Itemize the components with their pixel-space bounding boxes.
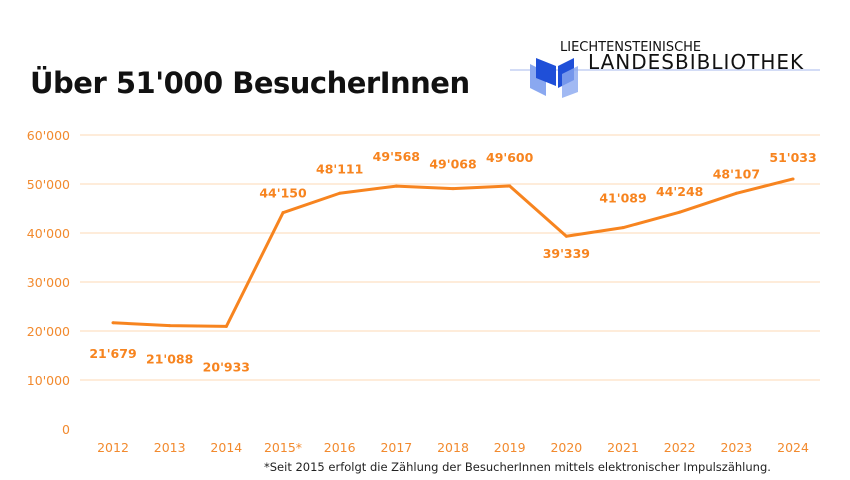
x-tick-label: 2012 bbox=[97, 440, 129, 455]
y-tick-label: 40'000 bbox=[27, 226, 70, 241]
data-label: 39'339 bbox=[543, 246, 590, 261]
chart-title: Über 51'000 BesucherInnen bbox=[30, 66, 470, 100]
data-label: 21'088 bbox=[146, 352, 193, 367]
series-line bbox=[112, 177, 794, 328]
data-point bbox=[394, 184, 398, 188]
x-tick-label: 2020 bbox=[550, 440, 582, 455]
data-label: 48'107 bbox=[713, 166, 760, 181]
data-point bbox=[224, 324, 228, 328]
data-label: 21'679 bbox=[89, 346, 136, 361]
logo-line2: LANDESBIBLIOTHEK bbox=[588, 50, 804, 74]
data-point bbox=[621, 226, 625, 230]
y-tick-label: 30'000 bbox=[27, 275, 70, 290]
data-point bbox=[168, 324, 172, 328]
x-tick-label: 2018 bbox=[437, 440, 469, 455]
data-point bbox=[564, 234, 568, 238]
x-tick-label: 2013 bbox=[154, 440, 186, 455]
data-label: 44'248 bbox=[656, 184, 703, 199]
data-point bbox=[281, 211, 285, 215]
x-tick-label: 2014 bbox=[210, 440, 242, 455]
data-label: 49'068 bbox=[429, 157, 476, 172]
logo-line1: LIECHTENSTEINISCHE bbox=[560, 40, 701, 55]
x-tick-label: 2017 bbox=[380, 440, 412, 455]
x-tick-label: 2024 bbox=[777, 440, 809, 455]
data-label: 51'033 bbox=[769, 150, 816, 165]
data-label: 20'933 bbox=[203, 359, 250, 374]
y-tick-label: 50'000 bbox=[27, 177, 70, 192]
data-point bbox=[508, 184, 512, 188]
data-label: 48'111 bbox=[316, 161, 363, 176]
data-label: 49'568 bbox=[373, 149, 420, 164]
x-tick-label: 2021 bbox=[607, 440, 639, 455]
data-point bbox=[338, 191, 342, 195]
x-tick-label: 2019 bbox=[494, 440, 526, 455]
data-point bbox=[678, 210, 682, 214]
footnote: *Seit 2015 erfolgt die Zählung der Besuc… bbox=[264, 460, 771, 474]
data-point bbox=[791, 177, 795, 181]
data-label: 44'150 bbox=[259, 186, 307, 201]
library-logo: LIECHTENSTEINISCHE LANDESBIBLIOTHEK bbox=[510, 40, 820, 98]
x-tick-label: 2016 bbox=[324, 440, 356, 455]
data-point bbox=[451, 187, 455, 191]
data-label: 41'089 bbox=[599, 191, 646, 206]
y-tick-label: 0 bbox=[62, 422, 70, 437]
x-tick-label: 2022 bbox=[664, 440, 696, 455]
x-tick-label: 2023 bbox=[720, 440, 752, 455]
y-tick-label: 20'000 bbox=[27, 324, 70, 339]
y-tick-label: 60'000 bbox=[27, 128, 70, 143]
x-tick-label: 2015* bbox=[264, 440, 302, 455]
data-point bbox=[734, 191, 738, 195]
data-label: 49'600 bbox=[486, 150, 534, 165]
y-tick-label: 10'000 bbox=[27, 373, 70, 388]
data-point bbox=[111, 321, 115, 325]
